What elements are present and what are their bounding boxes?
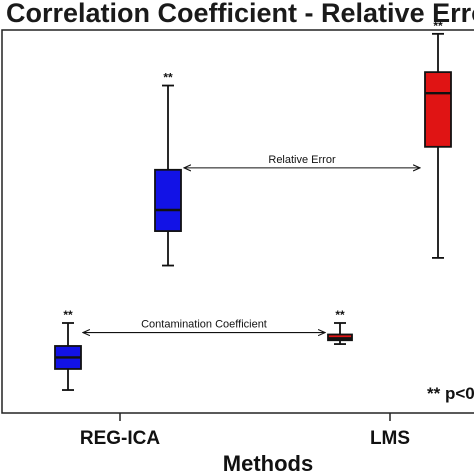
- box-relative_error-lms: [424, 71, 452, 148]
- x-axis-label: Methods: [223, 451, 313, 474]
- significance-marker: **: [63, 308, 73, 322]
- plot-frame: [1, 29, 474, 414]
- comparison-label: Contamination Coefficient: [141, 319, 267, 331]
- x-tick-label: LMS: [370, 428, 410, 449]
- chart-marks: ** ** Relative Error ** ** Contamination Coef…: [54, 19, 452, 391]
- x-axis-ticks: REG-ICA LMS: [80, 413, 410, 449]
- significance-marker: **: [335, 308, 345, 322]
- chart-title: Correlation Coefficient - Relative Erro: [6, 0, 474, 28]
- significance-marker: **: [163, 71, 173, 85]
- significance-marker: **: [433, 19, 443, 33]
- comparison-label: Relative Error: [268, 154, 336, 166]
- x-tick-label: REG-ICA: [80, 428, 161, 449]
- box-relative_error-reg-ica: [154, 168, 182, 232]
- significance-footnote: ** p<0: [427, 384, 474, 403]
